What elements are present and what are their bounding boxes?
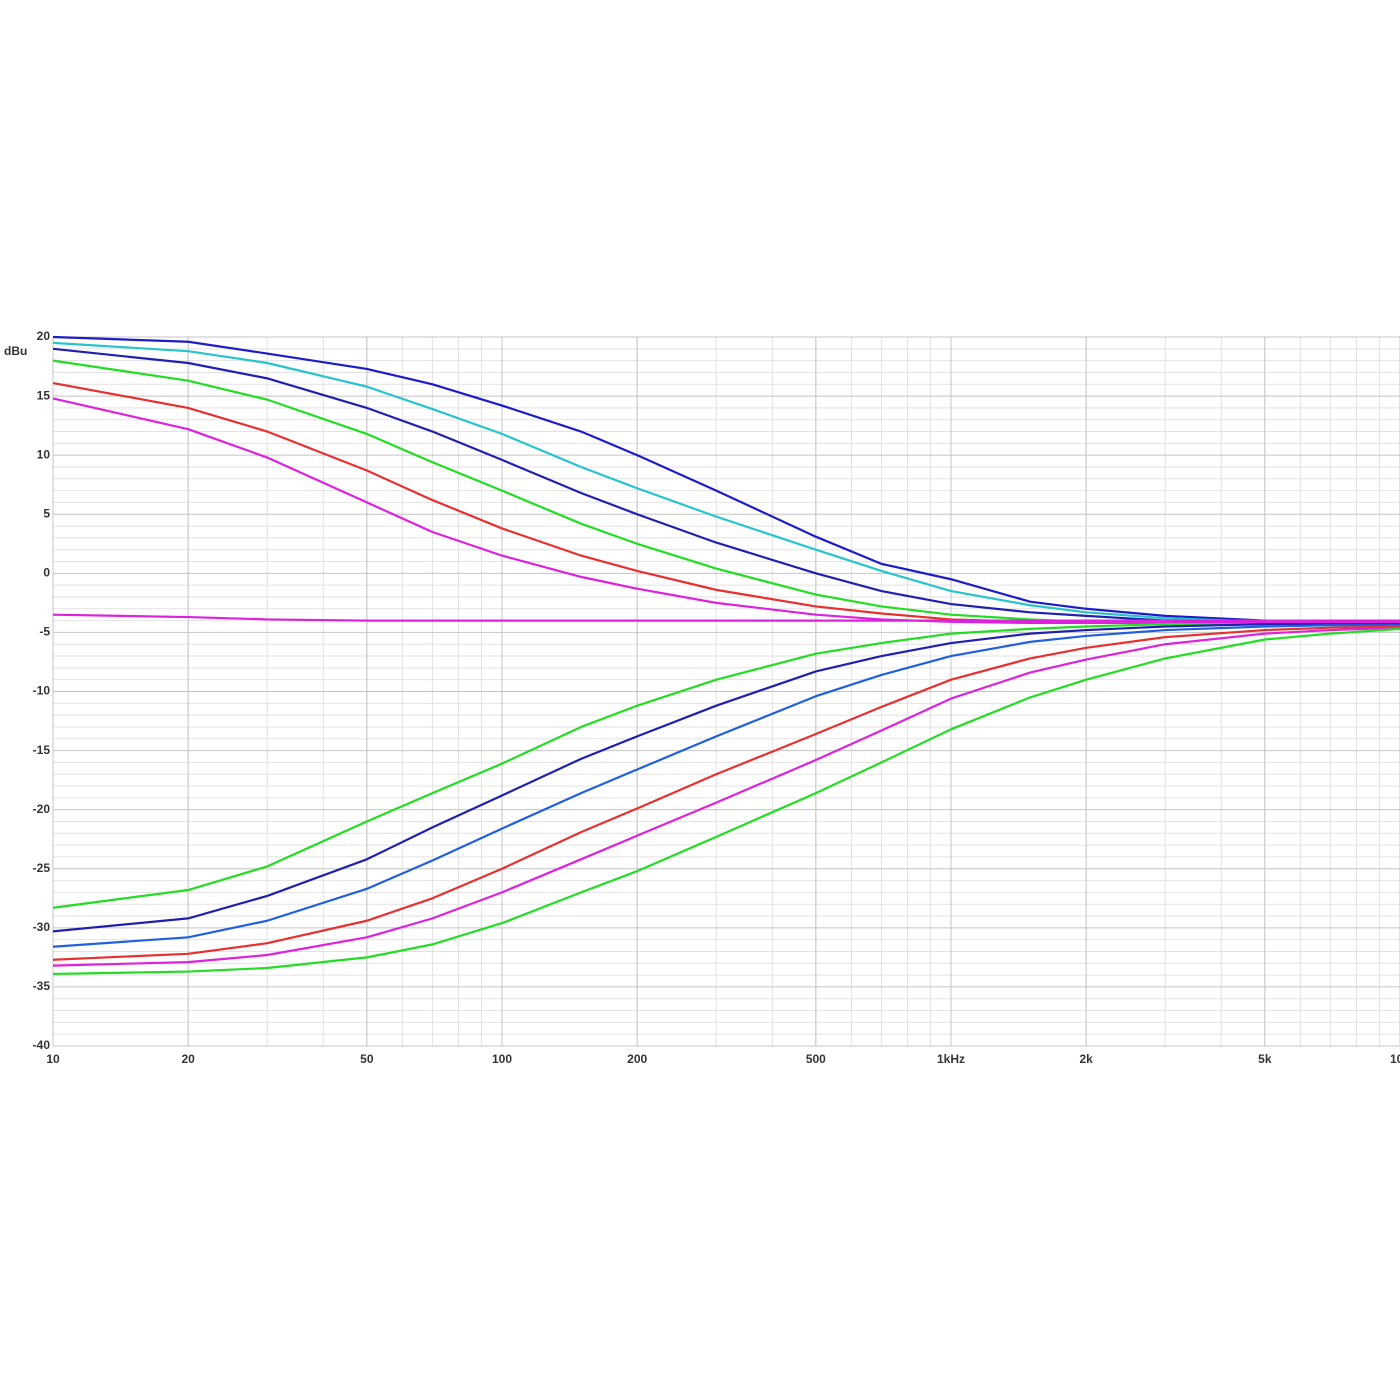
series-line xyxy=(52,627,1400,976)
series-line xyxy=(52,335,1400,625)
x-tick-label: 500 xyxy=(806,1052,826,1066)
series-line xyxy=(52,626,1400,967)
y-tick-label: 10 xyxy=(37,447,51,461)
series-line xyxy=(52,625,1400,961)
series-line xyxy=(52,613,1400,622)
series-line xyxy=(52,623,1400,933)
y-tick-label: -15 xyxy=(33,743,51,757)
x-tick-label: 50 xyxy=(360,1052,374,1066)
series-line xyxy=(52,623,1400,909)
y-axis-label: dBu xyxy=(4,344,27,358)
series-line xyxy=(52,397,1400,625)
x-tick-label: 2k xyxy=(1079,1052,1093,1066)
x-tick-label: 200 xyxy=(627,1052,647,1066)
x-tick-label: 10 xyxy=(46,1052,60,1066)
x-tick-label: 5k xyxy=(1258,1052,1272,1066)
series-line xyxy=(52,341,1400,625)
x-tick-label: 10k xyxy=(1390,1052,1400,1066)
y-tick-label: -10 xyxy=(33,684,51,698)
y-tick-label: -40 xyxy=(33,1038,51,1052)
y-tick-label: -5 xyxy=(39,625,50,639)
series-line xyxy=(52,624,1400,948)
x-tick-label: 20 xyxy=(181,1052,195,1066)
y-tick-label: -25 xyxy=(33,861,51,875)
y-tick-label: -20 xyxy=(33,802,51,816)
y-tick-label: 0 xyxy=(43,566,50,580)
x-tick-label: 100 xyxy=(492,1052,512,1066)
x-tick-label: 1kHz xyxy=(937,1052,965,1066)
y-tick-label: 5 xyxy=(43,506,50,520)
y-tick-label: -30 xyxy=(33,920,51,934)
y-tick-label: 20 xyxy=(37,329,51,343)
y-tick-label: 15 xyxy=(37,388,51,402)
y-tick-label: -35 xyxy=(33,979,51,993)
